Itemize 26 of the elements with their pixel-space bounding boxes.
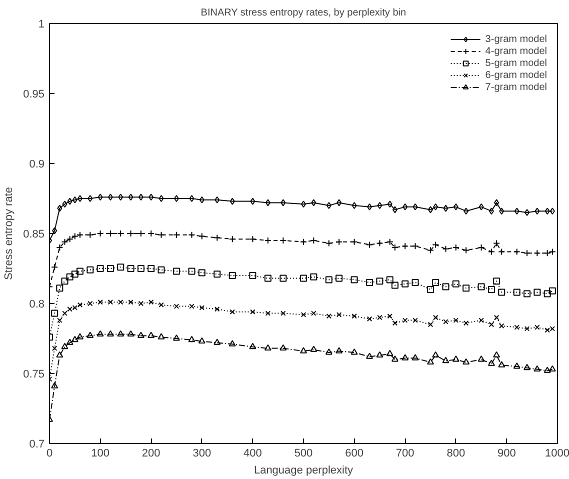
x-tick-label: 600 bbox=[345, 448, 364, 460]
y-tick-label: 1 bbox=[38, 18, 45, 30]
chart-title: BINARY stress entropy rates, by perplexity bin bbox=[200, 8, 406, 18]
legend-label: 4-gram model bbox=[485, 45, 547, 57]
x-tick-label: 0 bbox=[46, 448, 53, 460]
x-tick-label: 300 bbox=[192, 448, 212, 460]
x-tick-label: 700 bbox=[396, 448, 414, 460]
x-tick-label: 1000 bbox=[545, 448, 569, 460]
y-tick-label: 0.85 bbox=[23, 228, 45, 240]
x-axis-title: Language perplexity bbox=[254, 464, 354, 476]
y-tick-label: 0.7 bbox=[29, 438, 45, 450]
y-tick-label: 0.8 bbox=[29, 298, 45, 310]
x-tick-label: 100 bbox=[91, 448, 110, 460]
legend-label: 6-gram model bbox=[485, 69, 547, 81]
y-tick-label: 0.75 bbox=[23, 368, 45, 380]
y-tick-label: 0.9 bbox=[29, 158, 45, 170]
x-tick-label: 500 bbox=[294, 448, 313, 460]
y-axis-title: Stress entropy rate bbox=[3, 187, 16, 280]
legend-label: 5-gram model bbox=[485, 57, 547, 69]
x-tick-label: 900 bbox=[498, 448, 516, 460]
legend-label: 3-gram model bbox=[485, 33, 547, 45]
x-tick-label: 200 bbox=[142, 448, 160, 460]
x-tick-label: 800 bbox=[446, 448, 466, 460]
legend-label: 7-gram model bbox=[485, 81, 547, 93]
y-tick-label: 0.95 bbox=[23, 88, 45, 100]
x-tick-label: 400 bbox=[244, 448, 262, 460]
